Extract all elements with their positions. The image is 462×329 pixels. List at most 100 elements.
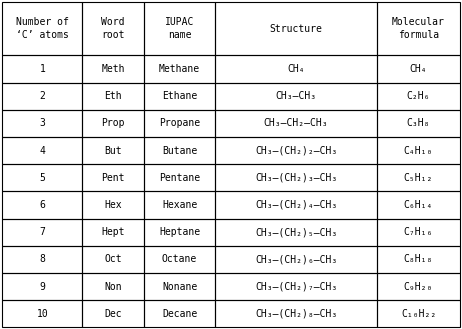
Text: CH₃—(CH₂)₅—CH₃: CH₃—(CH₂)₅—CH₃	[255, 227, 337, 237]
Bar	[2, 300, 82, 327]
Bar	[215, 2, 377, 55]
Bar	[82, 2, 144, 55]
Text: Decane: Decane	[162, 309, 197, 319]
Text: 5: 5	[39, 173, 45, 183]
Text: C₇H₁₆: C₇H₁₆	[404, 227, 433, 237]
Bar	[2, 137, 82, 164]
Text: But: But	[104, 145, 122, 156]
Bar	[215, 246, 377, 273]
Bar	[215, 218, 377, 246]
Text: Dec: Dec	[104, 309, 122, 319]
Text: C₄H₁₀: C₄H₁₀	[404, 145, 433, 156]
Text: Molecular
formula: Molecular formula	[392, 17, 445, 40]
Text: CH₃—(CH₂)₃—CH₃: CH₃—(CH₂)₃—CH₃	[255, 173, 337, 183]
Bar	[82, 300, 144, 327]
Bar	[2, 2, 82, 55]
Text: C₁₀H₂₂: C₁₀H₂₂	[401, 309, 436, 319]
Text: CH₃—(CH₂)₇—CH₃: CH₃—(CH₂)₇—CH₃	[255, 282, 337, 291]
Bar	[144, 55, 215, 83]
Bar	[2, 191, 82, 218]
Bar	[377, 55, 460, 83]
Bar	[377, 110, 460, 137]
Text: C₈H₁₈: C₈H₁₈	[404, 254, 433, 265]
Text: C₃H₈: C₃H₈	[407, 118, 430, 128]
Text: C₉H₂₀: C₉H₂₀	[404, 282, 433, 291]
Text: Pentane: Pentane	[159, 173, 200, 183]
Text: Heptane: Heptane	[159, 227, 200, 237]
Bar	[2, 83, 82, 110]
Bar	[377, 83, 460, 110]
Bar	[82, 110, 144, 137]
Bar	[215, 273, 377, 300]
Text: Hexane: Hexane	[162, 200, 197, 210]
Text: Prop: Prop	[102, 118, 125, 128]
Bar	[215, 191, 377, 218]
Text: Meth: Meth	[102, 64, 125, 74]
Bar	[144, 300, 215, 327]
Bar	[82, 191, 144, 218]
Bar	[215, 137, 377, 164]
Bar	[144, 164, 215, 191]
Text: Word
root: Word root	[102, 17, 125, 40]
Bar	[144, 246, 215, 273]
Bar	[2, 218, 82, 246]
Text: Hex: Hex	[104, 200, 122, 210]
Text: 8: 8	[39, 254, 45, 265]
Bar	[82, 246, 144, 273]
Bar	[377, 191, 460, 218]
Text: CH₃—CH₂—CH₃: CH₃—CH₂—CH₃	[264, 118, 328, 128]
Bar	[82, 273, 144, 300]
Text: 2: 2	[39, 91, 45, 101]
Bar	[2, 246, 82, 273]
Bar	[82, 83, 144, 110]
Bar	[2, 164, 82, 191]
Text: C₅H₁₂: C₅H₁₂	[404, 173, 433, 183]
Bar	[377, 218, 460, 246]
Bar	[215, 110, 377, 137]
Bar	[144, 137, 215, 164]
Text: Structure: Structure	[270, 23, 322, 34]
Bar	[377, 273, 460, 300]
Bar	[377, 137, 460, 164]
Text: CH₃—(CH₂)₆—CH₃: CH₃—(CH₂)₆—CH₃	[255, 254, 337, 265]
Bar	[144, 273, 215, 300]
Text: 7: 7	[39, 227, 45, 237]
Text: Nonane: Nonane	[162, 282, 197, 291]
Text: C₆H₁₄: C₆H₁₄	[404, 200, 433, 210]
Text: CH₃—CH₃: CH₃—CH₃	[276, 91, 317, 101]
Text: Methane: Methane	[159, 64, 200, 74]
Text: Octane: Octane	[162, 254, 197, 265]
Bar	[215, 55, 377, 83]
Bar	[82, 164, 144, 191]
Bar	[144, 83, 215, 110]
Text: CH₄: CH₄	[410, 64, 427, 74]
Text: Eth: Eth	[104, 91, 122, 101]
Bar	[215, 300, 377, 327]
Text: CH₃—(CH₂)₈—CH₃: CH₃—(CH₂)₈—CH₃	[255, 309, 337, 319]
Bar	[144, 191, 215, 218]
Bar	[144, 110, 215, 137]
Text: Butane: Butane	[162, 145, 197, 156]
Text: IUPAC
name: IUPAC name	[165, 17, 194, 40]
Bar	[377, 164, 460, 191]
Text: 6: 6	[39, 200, 45, 210]
Text: Ethane: Ethane	[162, 91, 197, 101]
Bar	[2, 273, 82, 300]
Bar	[2, 110, 82, 137]
Text: 3: 3	[39, 118, 45, 128]
Bar	[82, 55, 144, 83]
Text: Oct: Oct	[104, 254, 122, 265]
Bar	[144, 218, 215, 246]
Text: Number of
‘C’ atoms: Number of ‘C’ atoms	[16, 17, 69, 40]
Text: Propane: Propane	[159, 118, 200, 128]
Text: Hept: Hept	[102, 227, 125, 237]
Bar	[82, 137, 144, 164]
Bar	[82, 218, 144, 246]
Text: CH₃—(CH₂)₂—CH₃: CH₃—(CH₂)₂—CH₃	[255, 145, 337, 156]
Bar	[144, 2, 215, 55]
Text: CH₃—(CH₂)₄—CH₃: CH₃—(CH₂)₄—CH₃	[255, 200, 337, 210]
Bar	[2, 55, 82, 83]
Text: CH₄: CH₄	[287, 64, 305, 74]
Text: Pent: Pent	[102, 173, 125, 183]
Text: 4: 4	[39, 145, 45, 156]
